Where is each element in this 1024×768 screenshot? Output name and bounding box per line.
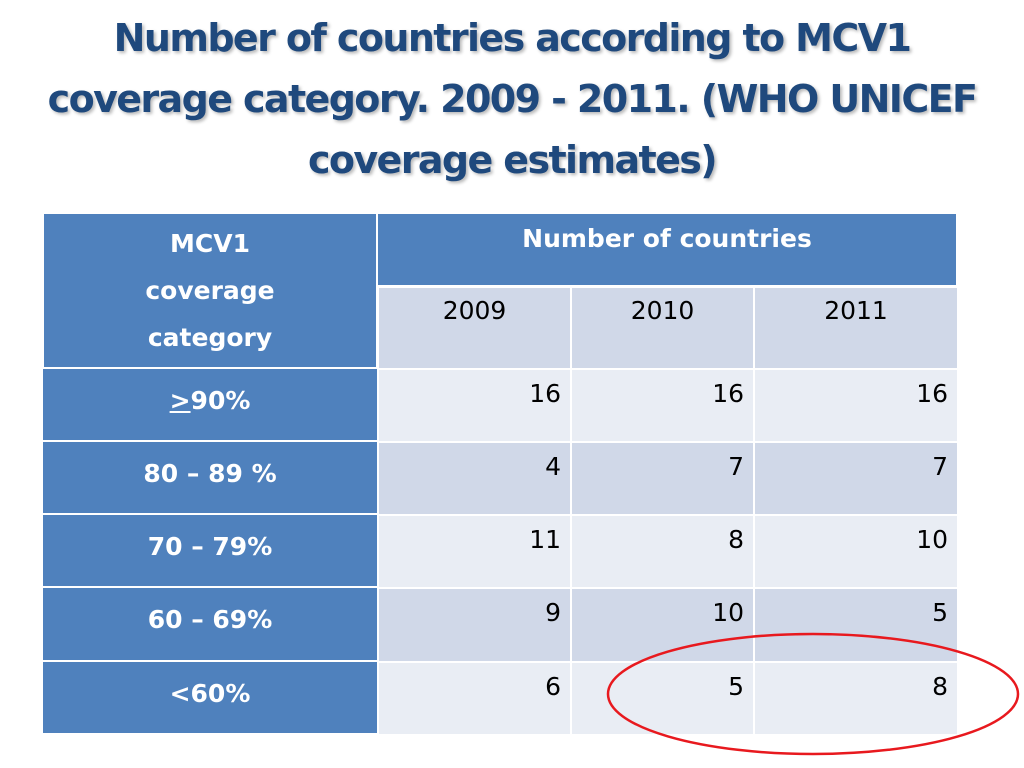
coverage-table: MCV1 coverage category Number of countri… <box>43 213 957 734</box>
table-cell: 5 <box>570 661 753 734</box>
table-cell: 11 <box>377 514 570 587</box>
slide-title: Number of countries according to MCV1 co… <box>47 16 978 182</box>
year-header-2010: 2010 <box>570 286 753 368</box>
table-cell: 16 <box>570 368 753 441</box>
table-row-label: 80 – 89 % <box>43 441 377 514</box>
year-header-2009: 2009 <box>377 286 570 368</box>
count-header: Number of countries <box>377 213 957 286</box>
table-cell: 8 <box>570 514 753 587</box>
table-cell: 7 <box>570 441 753 514</box>
table-cell: 16 <box>377 368 570 441</box>
table-cell: 10 <box>753 514 957 587</box>
table-cell: 8 <box>753 661 957 734</box>
year-label: 2010 <box>630 296 695 325</box>
table-cell: 16 <box>753 368 957 441</box>
year-label: 2009 <box>442 296 507 325</box>
category-label: 90% <box>190 386 251 415</box>
table-row-label: 60 – 69% <box>43 587 377 661</box>
table-cell: 10 <box>570 587 753 661</box>
table-cell: 9 <box>377 587 570 661</box>
table-row-label: 70 – 79% <box>43 514 377 587</box>
table-row-label: <60% <box>43 661 377 734</box>
greater-equal-sign: > <box>169 386 191 415</box>
count-header-label: Number of countries <box>522 224 812 253</box>
year-label: 2011 <box>824 296 888 325</box>
table-cell: 6 <box>377 661 570 734</box>
table-cell: 4 <box>377 441 570 514</box>
table-cell: 5 <box>753 587 957 661</box>
table-row-label: >90% <box>43 368 377 441</box>
category-header: MCV1 coverage category <box>43 213 377 368</box>
table-cell: 7 <box>753 441 957 514</box>
year-header-2011: 2011 <box>753 286 957 368</box>
category-header-label: MCV1 coverage category <box>145 229 275 352</box>
